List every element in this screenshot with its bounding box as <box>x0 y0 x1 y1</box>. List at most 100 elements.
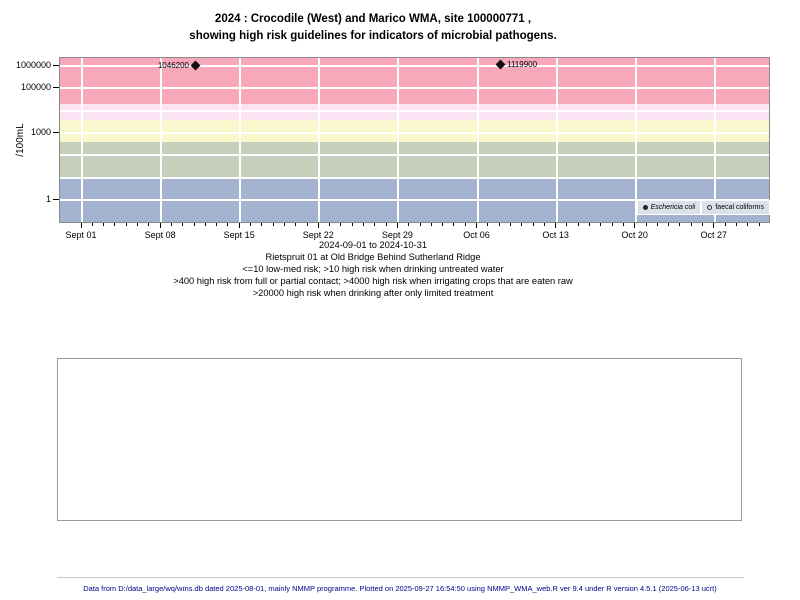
x-axis-minor-tick <box>521 223 523 226</box>
x-axis-minor-tick <box>91 223 93 226</box>
x-tick-label-oct-27: Oct 27 <box>700 230 728 240</box>
x-tick-label-sept-22: Sept 22 <box>302 230 334 240</box>
y-axis-title: /100mL <box>15 123 26 157</box>
annotation-line-1: Rietspruit 01 at Old Bridge Behind Suthe… <box>265 251 481 262</box>
gridline-horizontal-10000 <box>60 109 769 112</box>
x-axis-minor-tick <box>509 223 511 226</box>
x-tick-label-oct-13: Oct 13 <box>542 230 569 240</box>
legend-label-eschericia-coli: Eschericia coli <box>650 204 696 211</box>
data-point-label: 1046200 <box>157 60 189 70</box>
x-axis-minor-tick <box>306 223 308 226</box>
filled-dot-icon <box>642 205 648 210</box>
x-axis-minor-tick <box>419 223 421 226</box>
x-axis-minor-tick <box>374 223 376 226</box>
x-axis-minor-tick <box>758 223 760 226</box>
x-tick-label-sept-01: Sept 01 <box>65 230 97 240</box>
gridline-horizontal-100 <box>60 154 769 157</box>
data-point-label: 1119900 <box>507 59 538 69</box>
x-axis-minor-tick <box>724 223 726 226</box>
x-axis-major-tick-oct-20 <box>634 223 636 228</box>
footer-text: Data from D:/data_large/wq/wms.db dated … <box>83 584 717 593</box>
x-tick-label-sept-29: Sept 29 <box>381 230 413 240</box>
x-axis-minor-tick <box>679 223 681 226</box>
chart-title-line2: showing high risk guidelines for indicat… <box>189 30 557 42</box>
x-axis-minor-tick <box>453 223 455 226</box>
y-tick-label-1: 1 <box>45 193 51 204</box>
gridline-horizontal-100000 <box>60 87 769 90</box>
x-axis-minor-tick <box>442 223 444 226</box>
chart-annotations: 2024-09-01 to 2024-10-31 Rietspruit 01 at… <box>18 240 728 300</box>
x-axis-minor-tick <box>532 223 534 226</box>
gridline-vertical-oct-06 <box>476 58 479 222</box>
x-axis-minor-tick <box>125 223 127 226</box>
x-axis-minor-tick <box>408 223 410 226</box>
gridline-vertical-sept-01 <box>81 58 83 222</box>
x-axis-minor-tick <box>295 223 297 226</box>
x-axis-minor-tick <box>182 223 184 226</box>
x-axis-label: 2024-09-01 to 2024-10-31 <box>318 240 428 250</box>
x-axis-minor-tick <box>170 223 172 226</box>
chart-legend: Eschericia coli faecal coliforms <box>636 200 770 215</box>
x-axis-minor-tick <box>702 223 703 226</box>
gridline-vertical-sept-29 <box>397 58 400 222</box>
x-axis-minor-tick <box>329 223 331 226</box>
x-axis-minor-tick <box>611 223 613 226</box>
footer-divider <box>57 577 744 578</box>
x-axis-minor-tick <box>464 223 466 226</box>
annotation-line-2: <=10 low-med risk; >10 high risk when dr… <box>242 263 504 274</box>
gridline-vertical-oct-13 <box>555 58 558 222</box>
x-axis-minor-tick <box>747 223 749 226</box>
x-axis-major-tick-sept-01 <box>80 223 82 228</box>
x-axis-minor-tick <box>340 223 342 226</box>
x-axis-minor-tick <box>148 223 150 226</box>
legend-entry-faecal-coliforms: faecal coliforms <box>701 200 770 215</box>
gridline-vertical-oct-20 <box>634 58 637 222</box>
x-tick-label-oct-06: Oct 06 <box>463 230 490 240</box>
x-axis-minor-tick <box>261 223 263 226</box>
x-axis-minor-tick <box>216 223 218 226</box>
x-axis-minor-tick <box>114 223 116 226</box>
x-axis-minor-tick <box>272 223 274 226</box>
x-axis-minor-tick <box>656 223 658 226</box>
x-axis-major-tick-oct-27 <box>713 223 715 228</box>
x-axis-minor-tick <box>283 223 285 226</box>
y-tick-label-100000: 100000 <box>20 81 51 92</box>
gridline-horizontal-10 <box>60 176 769 179</box>
band-high-risk-irrigating-raw-crops <box>60 103 769 120</box>
x-axis-minor-tick <box>543 223 545 226</box>
x-axis-minor-tick <box>735 223 737 226</box>
x-axis-minor-tick <box>351 223 353 226</box>
x-axis-major-tick-sept-22 <box>317 223 319 228</box>
gridline-horizontal-1 <box>60 199 769 201</box>
x-axis-minor-tick <box>645 223 647 226</box>
y-tick-label-1000000: 1000000 <box>15 59 51 70</box>
x-axis-minor-tick <box>137 223 138 226</box>
gridline-horizontal-1000 <box>60 132 769 134</box>
x-axis-minor-tick <box>193 223 195 226</box>
x-axis-minor-tick <box>577 223 579 226</box>
x-axis-minor-tick <box>487 223 489 226</box>
x-axis-minor-tick <box>566 223 568 226</box>
x-axis-minor-tick <box>589 223 590 226</box>
x-axis-minor-tick <box>363 223 364 226</box>
x-axis-major-tick-sept-08 <box>159 223 161 228</box>
x-axis-minor-tick <box>600 223 602 226</box>
chart-title-line1: 2024 : Crocodile (West) and Marico WMA, … <box>214 13 532 25</box>
y-axis-tick-100000 <box>53 86 59 88</box>
chart-title: 2024 : Crocodile (West) and Marico WMA, … <box>18 11 728 45</box>
gridline-vertical-sept-22 <box>318 58 321 222</box>
annotation-line-3: >400 high risk from full or partial cont… <box>173 275 573 286</box>
open-circle-icon <box>707 205 713 210</box>
x-axis-minor-tick <box>250 223 251 226</box>
x-axis-major-tick-sept-29 <box>396 223 398 228</box>
x-axis-minor-tick <box>622 223 624 226</box>
annotation-line-4: >20000 high risk when drinking after onl… <box>252 287 494 298</box>
x-axis-minor-tick <box>690 223 692 226</box>
legend-label-faecal-coliforms: faecal coliforms <box>715 204 764 211</box>
gridline-horizontal-1000000 <box>60 65 769 68</box>
x-tick-label-oct-20: Oct 20 <box>621 230 648 240</box>
x-axis-minor-tick <box>498 223 500 226</box>
x-axis-major-tick-sept-15 <box>238 223 240 228</box>
x-tick-label-sept-15: Sept 15 <box>223 230 255 240</box>
gridline-vertical-oct-27 <box>713 58 716 222</box>
